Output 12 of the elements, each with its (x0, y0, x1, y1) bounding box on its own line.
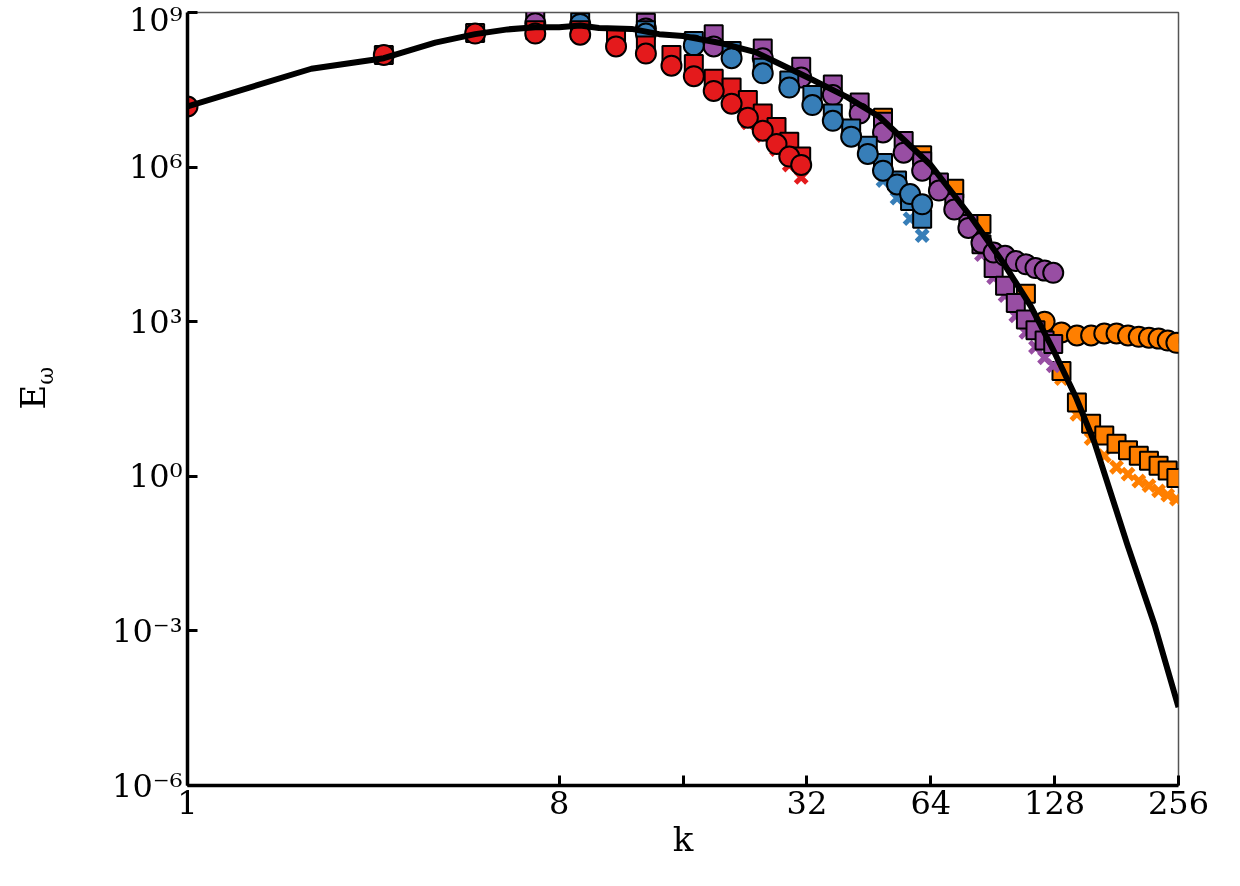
x-tick-label: 128 (1024, 783, 1086, 822)
x-tick-label: 64 (910, 783, 952, 822)
x-axis-title: k (672, 818, 694, 859)
x-tick-label: 256 (1147, 783, 1210, 822)
y-tick-label: 10⁻³ (112, 611, 183, 650)
y-tick-label: 10⁻⁶ (112, 766, 183, 805)
x-tick-label: 8 (548, 783, 570, 822)
y-tick-label: 10³ (128, 302, 183, 341)
y-tick-label: 10⁹ (128, 0, 183, 39)
y-tick-label: 10⁰ (128, 457, 183, 496)
y-tick-label: 10⁶ (128, 148, 183, 187)
x-tick-label: 32 (786, 783, 828, 822)
